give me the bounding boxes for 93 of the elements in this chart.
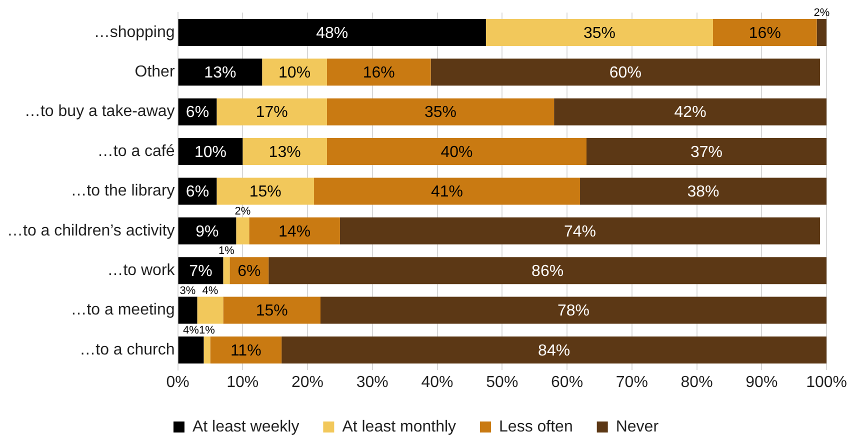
- y-tick-label: …to a café: [97, 142, 175, 160]
- legend-label: Less often: [499, 418, 573, 436]
- bar: [314, 178, 580, 205]
- x-tick-label: 90%: [746, 374, 778, 391]
- bar: [326, 138, 586, 166]
- bar: [223, 257, 230, 284]
- x-tick-label: 40%: [421, 374, 454, 391]
- data-label: 4%: [202, 284, 218, 297]
- bar: [713, 18, 817, 46]
- bar: [178, 138, 243, 166]
- bar: [249, 217, 340, 244]
- data-label: 48%: [316, 24, 348, 42]
- legend-label: At least monthly: [342, 418, 456, 436]
- data-label: 40%: [440, 144, 473, 161]
- bar: [242, 138, 327, 166]
- bar: [282, 336, 827, 364]
- bar: [236, 217, 250, 244]
- x-tick-label: 0%: [166, 374, 190, 391]
- x-tick-label: 50%: [486, 374, 518, 391]
- bar: [178, 58, 262, 86]
- bar: [216, 98, 327, 126]
- bar: [262, 58, 327, 86]
- data-label: 15%: [256, 302, 288, 320]
- bar: [816, 18, 827, 46]
- bar: [586, 138, 827, 166]
- data-label: 2%: [814, 6, 830, 19]
- bar: [268, 257, 827, 284]
- data-label: 42%: [674, 104, 706, 122]
- data-label: 13%: [268, 144, 301, 161]
- x-tick-label: 30%: [356, 374, 388, 391]
- data-label: 86%: [532, 262, 564, 280]
- bar: [430, 58, 820, 86]
- data-label: 35%: [583, 24, 616, 42]
- bar: [210, 336, 282, 364]
- bar: [326, 58, 431, 86]
- data-label: 1%: [218, 245, 235, 258]
- data-label: 10%: [278, 64, 311, 82]
- y-tick-label: Other: [134, 64, 176, 81]
- data-label: 9%: [196, 223, 219, 240]
- data-label: 37%: [690, 144, 723, 161]
- y-tick-label: …to work: [107, 262, 176, 279]
- data-label: 35%: [424, 104, 457, 122]
- bar: [580, 178, 827, 205]
- y-tick-label: …to a church: [80, 341, 175, 358]
- data-label: 13%: [204, 64, 236, 82]
- data-label: 41%: [430, 184, 464, 201]
- bar: [178, 296, 198, 324]
- bar: [178, 257, 224, 284]
- y-tick-label: …to a children’s activity: [6, 222, 175, 240]
- bar: [178, 18, 486, 46]
- bar: [216, 178, 314, 205]
- bar: [340, 217, 820, 244]
- bar: [178, 336, 204, 364]
- bar: [554, 98, 827, 126]
- y-tick-label: …to buy a take-away: [24, 103, 175, 120]
- data-label: 14%: [278, 223, 311, 240]
- data-label: 60%: [609, 64, 642, 82]
- data-label: 3%: [180, 284, 196, 297]
- y-tick-label: …shopping: [94, 24, 175, 41]
- data-label: 78%: [558, 302, 590, 320]
- data-label: 4%: [183, 324, 200, 336]
- data-label: 2%: [234, 205, 251, 218]
- data-label: 74%: [564, 223, 596, 240]
- bar: [320, 296, 827, 324]
- x-tick-label: 20%: [292, 374, 324, 391]
- data-label: 7%: [189, 262, 212, 280]
- bar: [204, 336, 210, 364]
- y-tick-label: …to a meeting: [70, 302, 175, 319]
- data-label: 15%: [249, 184, 282, 201]
- x-tick-label: 10%: [226, 374, 259, 391]
- data-label: 6%: [186, 104, 210, 122]
- data-label: 11%: [230, 342, 262, 360]
- data-label: 17%: [256, 104, 288, 122]
- data-label: 16%: [748, 24, 781, 42]
- data-label: 6%: [186, 184, 210, 201]
- x-tick-label: 60%: [551, 374, 584, 391]
- bar: [197, 296, 224, 324]
- data-label: 84%: [538, 342, 570, 360]
- data-label: 10%: [194, 144, 226, 161]
- data-label: 16%: [362, 64, 395, 82]
- bar: [178, 217, 236, 244]
- data-label: 38%: [687, 184, 720, 201]
- x-tick-label: 70%: [616, 374, 648, 391]
- data-label: 6%: [238, 262, 261, 280]
- legend-label: At least weekly: [192, 418, 300, 436]
- bar: [326, 98, 554, 126]
- x-tick-label: 80%: [680, 374, 713, 391]
- bar: [223, 296, 320, 324]
- data-label: 1%: [199, 324, 216, 336]
- x-tick-label: 100%: [806, 374, 847, 391]
- y-tick-label: …to the library: [70, 182, 175, 200]
- legend-label: Never: [616, 418, 660, 436]
- bar: [486, 18, 714, 46]
